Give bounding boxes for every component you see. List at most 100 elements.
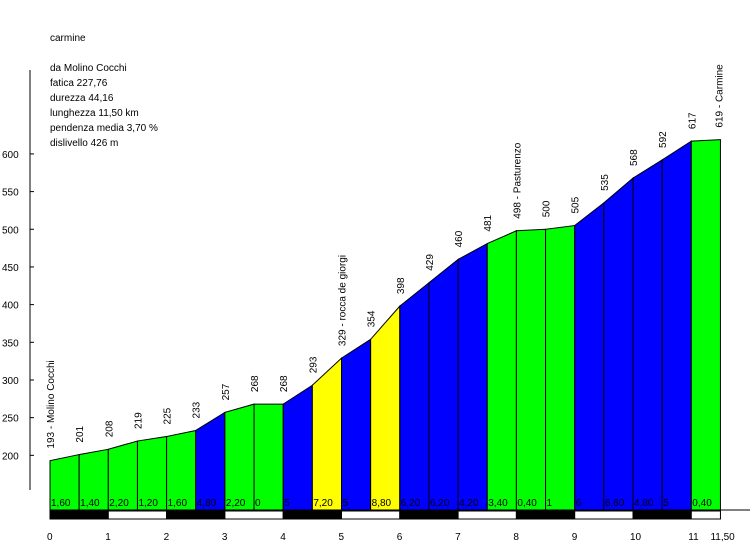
scale-block xyxy=(399,510,459,520)
grade-label: 2,20 xyxy=(109,498,129,509)
x-tick-label: 1 xyxy=(105,532,111,543)
y-tick-label: 300 xyxy=(2,376,19,387)
elevation-label: 617 xyxy=(687,112,698,129)
info-fatica: fatica 227,76 xyxy=(50,78,108,89)
distance-scale-bar: 0 1 2 3 4 5 6 7 8 9 10 11 11,50 xyxy=(47,510,735,543)
grade-label: 0,40 xyxy=(517,498,537,509)
y-tick-label: 200 xyxy=(2,451,19,462)
grade-label: 4,80 xyxy=(634,498,654,509)
grade-label: 5 xyxy=(284,498,290,509)
grade-label: 6,20 xyxy=(430,498,450,509)
profile-segment xyxy=(690,139,721,511)
elevation-label: 225 xyxy=(163,407,174,424)
grade-label: 0,40 xyxy=(692,498,712,509)
info-start: da Molino Cocchi xyxy=(50,63,127,74)
y-tick-label: 450 xyxy=(2,263,19,274)
elevation-label: 233 xyxy=(192,401,203,418)
x-tick-label: 11,50 xyxy=(710,532,735,543)
elevation-label: 201 xyxy=(75,425,86,442)
elevation-label: 398 xyxy=(396,277,407,294)
grade-label: 1,40 xyxy=(80,498,100,509)
grade-label: 3,40 xyxy=(488,498,508,509)
info-dislivello: dislivello 426 m xyxy=(50,138,118,149)
elevation-label: 208 xyxy=(104,420,115,437)
scale-block xyxy=(166,510,226,520)
elevation-label: 329 - rocca de giorgi xyxy=(338,255,349,346)
elevation-label: 268 xyxy=(250,375,261,392)
grade-label: 5 xyxy=(343,498,349,509)
scale-block xyxy=(107,510,168,520)
y-tick-label: 250 xyxy=(2,414,19,425)
profile-segment xyxy=(486,230,517,511)
profile-segment xyxy=(603,176,634,511)
profile-segment xyxy=(311,356,342,511)
grade-label: 4,20 xyxy=(459,498,479,509)
elevation-label: 498 - Pasturenzo xyxy=(512,142,523,219)
elevation-label: 568 xyxy=(629,149,640,166)
x-tick-label: 6 xyxy=(397,532,403,543)
profile-segments xyxy=(49,139,721,511)
profile-segment xyxy=(341,338,372,511)
profile-segment xyxy=(457,242,488,511)
profile-segment xyxy=(282,384,313,511)
profile-segment xyxy=(515,228,547,511)
elevation-label: 293 xyxy=(308,356,319,373)
elevation-label: 505 xyxy=(571,196,582,213)
elevation-label: 219 xyxy=(133,412,144,429)
y-tick-label: 400 xyxy=(2,301,19,312)
scale-block xyxy=(457,510,517,520)
x-tick-label: 10 xyxy=(630,532,642,543)
profile-segment xyxy=(574,201,605,511)
grade-labels: 1,60 1,40 2,20 1,20 1,60 4,80 2,20 0 5 7,20 5 8,80 6… xyxy=(51,498,712,509)
x-tick-label: 5 xyxy=(339,532,345,543)
x-tick-label: 11 xyxy=(688,532,699,543)
elevation-label: 354 xyxy=(367,310,378,327)
grade-label: 1,60 xyxy=(51,498,71,509)
profile-segment xyxy=(545,224,576,511)
elevation-label: 429 xyxy=(425,254,436,271)
profile-segment xyxy=(253,403,284,511)
profile-segment xyxy=(224,403,255,511)
info-lunghezza: lunghezza 11,50 km xyxy=(50,108,139,119)
elevation-label: 535 xyxy=(600,174,611,191)
scale-block xyxy=(224,510,284,520)
x-tick-label: 2 xyxy=(164,532,170,543)
profile-segment xyxy=(370,304,401,511)
scale-block xyxy=(49,510,109,520)
info-durezza: durezza 44,16 xyxy=(50,93,114,104)
chart-title: carmine xyxy=(50,33,86,44)
elevation-label: 592 xyxy=(658,131,669,148)
elevation-label: 481 xyxy=(483,214,494,231)
x-tick-label: 3 xyxy=(222,532,228,543)
elevation-label: 268 xyxy=(279,375,290,392)
profile-segment xyxy=(428,258,459,511)
grade-label: 4,80 xyxy=(197,498,217,509)
grade-label: 6,20 xyxy=(401,498,421,509)
elevation-label: 193 - Molino Cocchi xyxy=(46,360,57,448)
y-tick-label: 600 xyxy=(2,150,19,161)
x-tick-label: 7 xyxy=(455,532,461,543)
x-tick-label: 9 xyxy=(572,532,578,543)
scale-block xyxy=(282,510,343,520)
profile-segment xyxy=(195,411,226,511)
grade-label: 6,60 xyxy=(605,498,625,509)
info-pendenza: pendenza media 3,70 % xyxy=(50,123,158,134)
grade-label: 1 xyxy=(547,498,553,509)
x-tick-label: 0 xyxy=(47,532,53,543)
route-info-block: carmine da Molino Cocchi fatica 227,76 d… xyxy=(50,33,158,149)
grade-label: 8,80 xyxy=(372,498,392,509)
scale-block xyxy=(574,510,634,520)
elevation-label: 257 xyxy=(221,383,232,400)
grade-label: 6 xyxy=(576,498,582,509)
elevation-label: 619 - Carmine xyxy=(714,64,725,128)
profile-segment xyxy=(399,281,430,511)
y-tick-label: 550 xyxy=(2,188,19,199)
y-tick-label: 500 xyxy=(2,225,19,236)
elevation-label: 500 xyxy=(542,200,553,217)
scale-block xyxy=(515,510,576,520)
scale-block xyxy=(341,510,401,520)
profile-segment xyxy=(632,159,663,511)
grade-label: 2,20 xyxy=(226,498,246,509)
grade-label: 1,20 xyxy=(138,498,158,509)
